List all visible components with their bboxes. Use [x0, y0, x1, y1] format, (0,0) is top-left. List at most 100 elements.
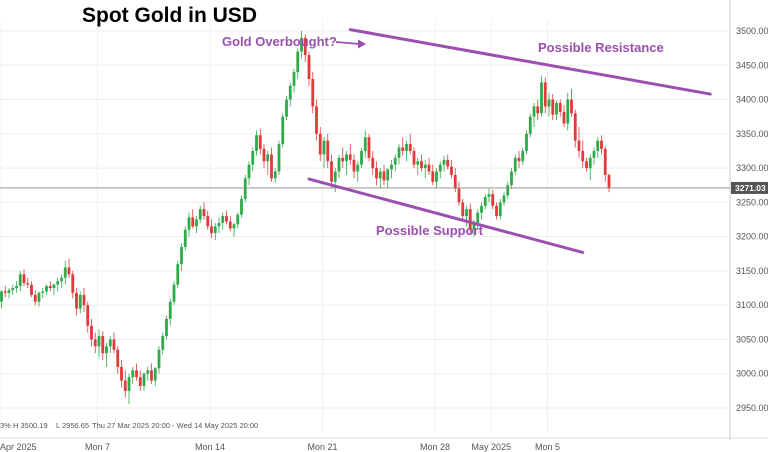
candle [551, 94, 555, 121]
candle [60, 274, 63, 289]
candle [285, 96, 288, 121]
candle [97, 329, 101, 357]
candle-body [318, 133, 322, 155]
candle [255, 130, 258, 156]
candle [405, 140, 408, 162]
candle [352, 154, 356, 179]
candle-body [240, 198, 243, 215]
candle-body [183, 229, 187, 247]
candle-body [532, 106, 536, 117]
candle [330, 154, 333, 189]
trendlines [307, 28, 712, 254]
candle-body [176, 264, 180, 285]
candle [165, 315, 168, 340]
candle [30, 281, 33, 297]
candle-body [416, 161, 420, 165]
candle-body [288, 85, 292, 100]
candle [112, 332, 116, 354]
candle [603, 146, 607, 182]
stats-item: L 2956.65 [56, 421, 89, 430]
candle-body [210, 226, 213, 234]
candle [67, 258, 71, 278]
candle-body [41, 291, 45, 293]
candle [356, 161, 360, 182]
candle-body [191, 217, 195, 227]
candle-body [412, 150, 416, 165]
candle-body [558, 102, 562, 112]
x-tick-label: Mon 7 [85, 442, 110, 452]
candle-body [442, 159, 446, 165]
candle-body [367, 137, 371, 158]
candle [90, 318, 93, 347]
candle-body [378, 171, 382, 179]
candle [487, 188, 491, 203]
candle-body [525, 133, 528, 151]
candle-body [131, 370, 135, 378]
candle-body [108, 339, 112, 347]
candle [393, 154, 397, 172]
candle-body [581, 150, 585, 162]
candle [131, 366, 135, 385]
candle [543, 77, 547, 114]
candle-body [543, 82, 547, 107]
candle-body [453, 174, 457, 189]
candle [480, 202, 483, 220]
candle-body [566, 99, 570, 124]
candle [555, 100, 558, 121]
candle-body [112, 339, 116, 350]
candle-body [341, 157, 345, 162]
candle-body [607, 174, 611, 188]
candle-body [273, 171, 277, 179]
candle-body [513, 157, 517, 172]
candle-body [446, 159, 450, 167]
candle [577, 126, 581, 158]
candle [195, 216, 198, 234]
candle-body [547, 99, 551, 107]
candle-body [375, 168, 378, 179]
chart-title: Spot Gold in USD [82, 4, 257, 27]
candle [438, 161, 442, 179]
candle-body [521, 150, 525, 162]
candle-body [480, 205, 483, 213]
candle [585, 157, 588, 172]
candle [146, 366, 150, 381]
trendline [307, 177, 585, 254]
candle [228, 216, 232, 232]
candle-body [82, 294, 86, 306]
candle-body [536, 106, 540, 114]
candle [416, 157, 420, 175]
candle [116, 346, 120, 374]
candle-body [423, 164, 427, 169]
candle [337, 154, 341, 179]
candles [0, 31, 611, 404]
candle [210, 219, 213, 239]
candle [270, 147, 273, 182]
candle-body [18, 274, 22, 286]
y-tick-label: 3450.00 [736, 60, 768, 70]
candle [536, 99, 540, 121]
candle-body [326, 140, 330, 162]
grid [0, 0, 768, 440]
candle [311, 72, 315, 114]
candle-body [48, 285, 52, 289]
candle-body [22, 274, 26, 284]
candle-body [390, 164, 393, 170]
candle [446, 154, 450, 170]
candle-body [90, 325, 93, 340]
candle-body [26, 283, 30, 285]
trendline [348, 28, 712, 96]
candle [45, 284, 48, 295]
candle-body [78, 294, 82, 309]
candle [491, 190, 495, 210]
candle-body [573, 113, 577, 141]
candle [41, 288, 45, 299]
candle-body [127, 377, 131, 391]
y-tick-label: 3150.00 [736, 266, 768, 276]
stats-item: H 3500.19 [13, 421, 48, 430]
candle-body [300, 37, 303, 52]
candle [588, 154, 592, 181]
candle-body [528, 116, 532, 134]
y-tick-label: 3250.00 [736, 197, 768, 207]
candle-body [457, 188, 461, 203]
candle-body [540, 82, 543, 114]
